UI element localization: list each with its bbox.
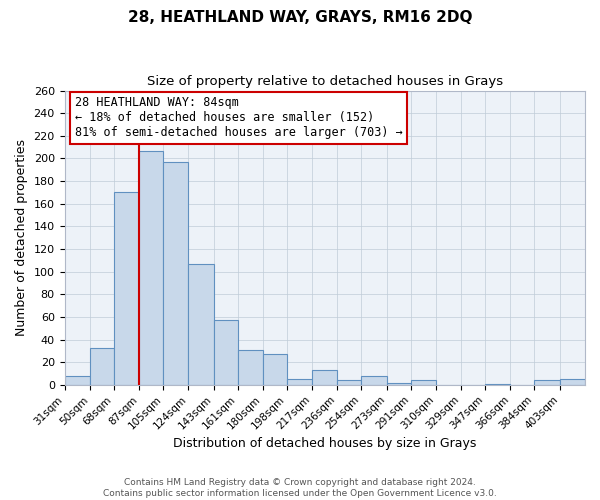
- Bar: [312, 370, 337, 385]
- Bar: [386, 382, 410, 385]
- Bar: [560, 379, 585, 385]
- Bar: [238, 350, 263, 385]
- X-axis label: Distribution of detached houses by size in Grays: Distribution of detached houses by size …: [173, 437, 476, 450]
- Bar: [410, 380, 436, 385]
- Bar: [114, 192, 139, 385]
- Bar: [90, 348, 114, 385]
- Text: 28 HEATHLAND WAY: 84sqm
← 18% of detached houses are smaller (152)
81% of semi-d: 28 HEATHLAND WAY: 84sqm ← 18% of detache…: [75, 96, 403, 140]
- Text: 28, HEATHLAND WAY, GRAYS, RM16 2DQ: 28, HEATHLAND WAY, GRAYS, RM16 2DQ: [128, 10, 472, 25]
- Bar: [65, 376, 90, 385]
- Y-axis label: Number of detached properties: Number of detached properties: [15, 139, 28, 336]
- Bar: [535, 380, 560, 385]
- Title: Size of property relative to detached houses in Grays: Size of property relative to detached ho…: [147, 75, 503, 88]
- Bar: [214, 320, 238, 385]
- Bar: [188, 264, 214, 385]
- Bar: [485, 384, 511, 385]
- Text: Contains HM Land Registry data © Crown copyright and database right 2024.
Contai: Contains HM Land Registry data © Crown c…: [103, 478, 497, 498]
- Bar: [361, 376, 386, 385]
- Bar: [263, 354, 287, 385]
- Bar: [163, 162, 188, 385]
- Bar: [139, 150, 163, 385]
- Bar: [337, 380, 361, 385]
- Bar: [287, 379, 312, 385]
